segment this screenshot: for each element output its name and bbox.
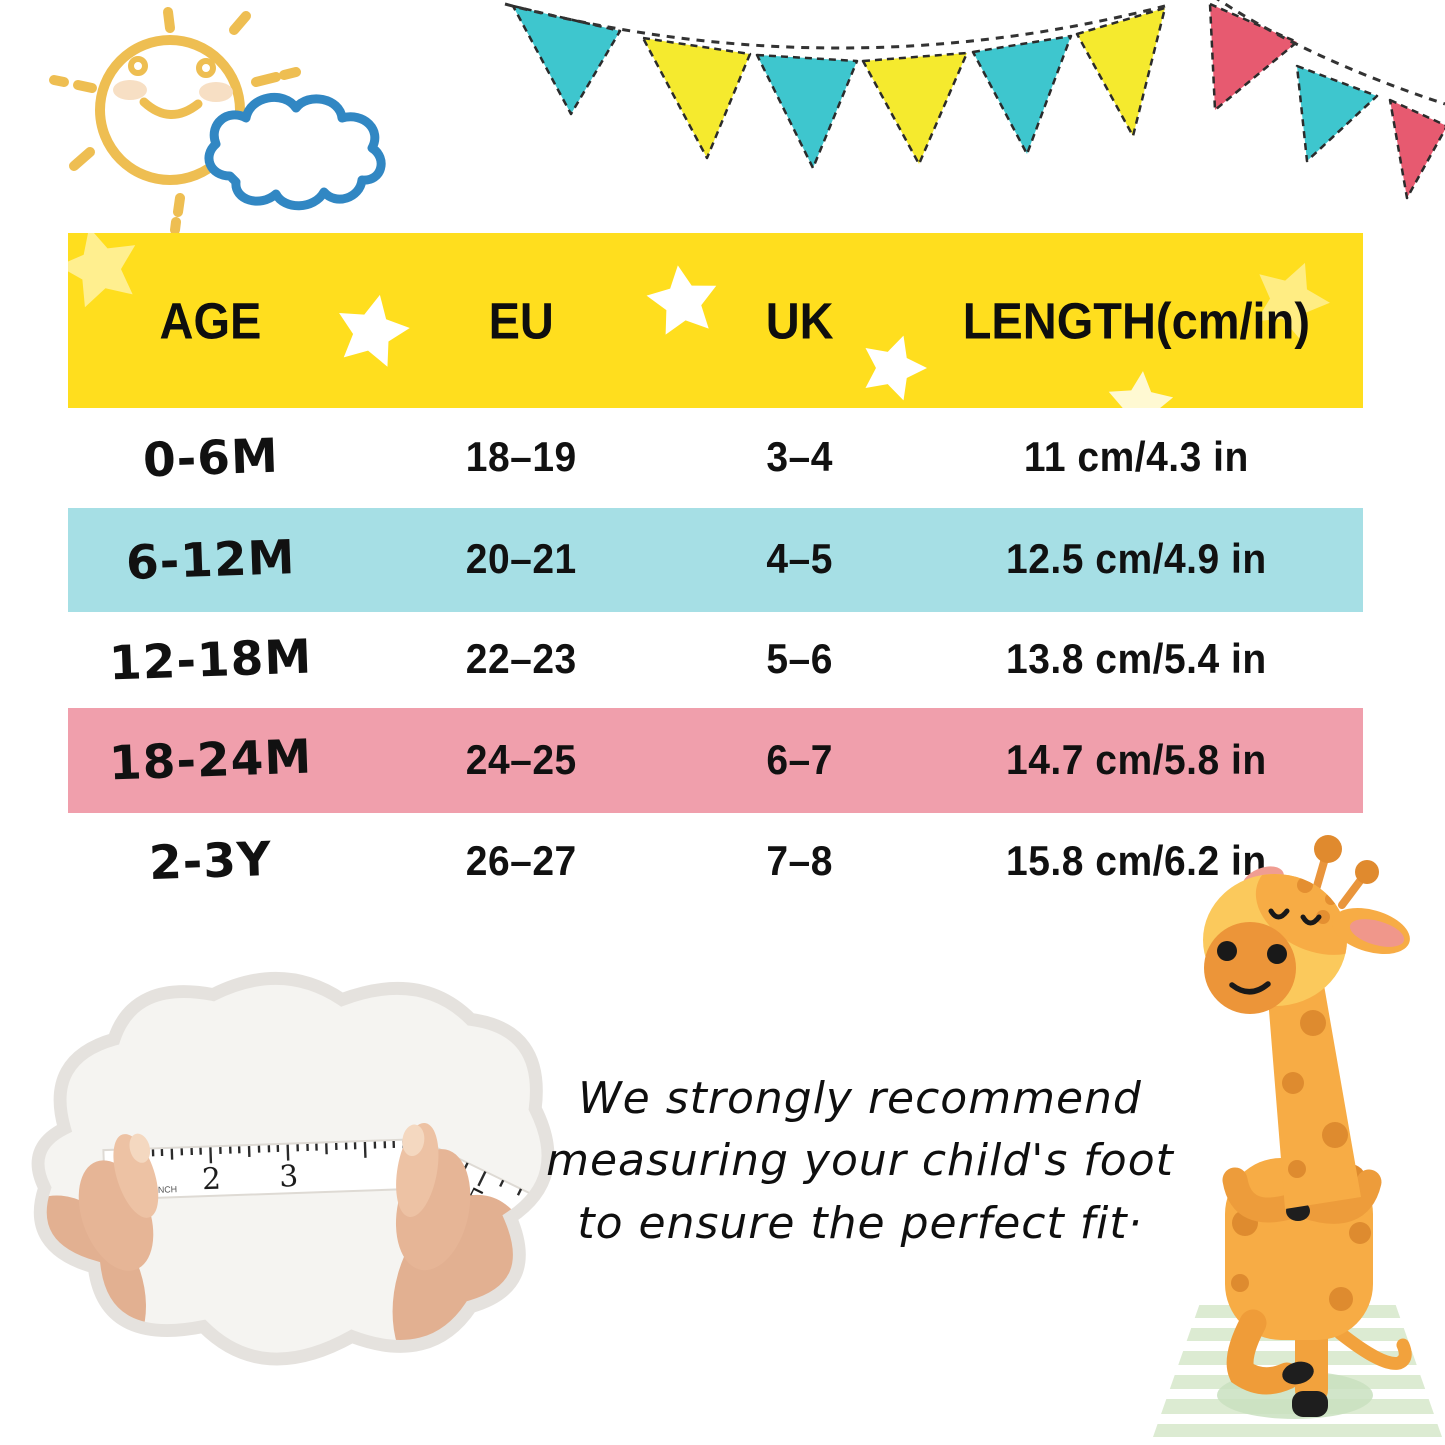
giraffe-hoof: [1292, 1391, 1328, 1417]
tape-unit-label: INCH: [155, 1184, 177, 1195]
star-icon: [339, 294, 410, 367]
giraffe-hoof: [1282, 1361, 1314, 1385]
giraffe-closed-eye: [1268, 908, 1290, 920]
flag-teal: [511, 4, 622, 116]
bunting-right: [1208, 0, 1445, 200]
cell-age: 12-18M: [107, 628, 313, 692]
note-line: to ensure the perfect fit·: [577, 1197, 1143, 1249]
bunting-left: [504, 0, 1167, 170]
cell-eu: 22–23: [465, 636, 577, 683]
table-row: 18-24M 24–25 6–7 14.7 cm/5.8 in: [68, 708, 1363, 813]
photo-blob-border: [31, 972, 555, 1366]
giraffe-bent-leg: [1226, 1309, 1301, 1395]
cloud-icon: [204, 93, 386, 211]
giraffe-neck-spots: [1282, 1010, 1348, 1178]
cell-eu: 20–21: [465, 536, 577, 583]
flag-yellow: [1075, 6, 1167, 138]
column-header-length: LENGTH(cm/in): [962, 291, 1310, 350]
note-line: measuring your child's foot: [546, 1135, 1174, 1187]
star-icon: [1108, 371, 1174, 408]
giraffe-arm: [1222, 1167, 1305, 1223]
cell-length: 13.8 cm/5.4 in: [1006, 636, 1267, 683]
column-header-uk: UK: [765, 291, 834, 350]
table-row: 0-6M 18–19 3–4 11 cm/4.3 in: [68, 408, 1363, 508]
star-decorations: [68, 233, 1330, 408]
flag-pink: [1208, 2, 1299, 112]
column-header-eu: EU: [488, 291, 554, 350]
table-row: 2-3Y 26–27 7–8 15.8 cm/6.2 in: [68, 813, 1363, 910]
sun-cheek: [199, 82, 233, 102]
table-header-row: AGE EU UK LENGTH(cm/in): [68, 233, 1363, 408]
giraffe-closed-eye: [1300, 914, 1322, 926]
flag-pink: [1388, 98, 1445, 200]
giraffe-icon: [1153, 835, 1442, 1437]
star-icon: [865, 335, 927, 401]
flag-yellow: [861, 51, 969, 166]
giraffe-ossicone: [1338, 873, 1367, 909]
cell-uk: 7–8: [766, 837, 833, 885]
tape-number: 3: [279, 1159, 299, 1195]
table-row: 12-18M 22–23 5–6 13.8 cm/5.4 in: [68, 612, 1363, 708]
cell-length: 11 cm/4.3 in: [1023, 434, 1249, 481]
giraffe-arm: [1293, 1169, 1382, 1224]
giraffe-tail: [1333, 1326, 1412, 1370]
note-line: We strongly recommend: [578, 1073, 1142, 1124]
cell-age: 6-12M: [124, 529, 297, 591]
star-icon: [1256, 262, 1330, 339]
column-header-age: AGE: [159, 291, 262, 350]
cell-uk: 4–5: [766, 536, 833, 583]
flag-yellow: [641, 36, 752, 160]
giraffe-smile: [1229, 981, 1271, 995]
cell-uk: 5–6: [766, 636, 833, 683]
cell-eu: 24–25: [465, 736, 577, 784]
measuring-tape-photo: 1 2 3 INCH 5: [31, 972, 555, 1366]
tape-number: 2: [201, 1162, 221, 1198]
table-row: 6-12M 20–21 4–5 12.5 cm/4.9 in: [68, 508, 1363, 612]
flag-teal: [971, 34, 1073, 156]
star-icon: [646, 265, 717, 335]
cell-length: 14.7 cm/5.8 in: [1006, 736, 1267, 784]
sizing-note: We strongly recommend measuring your chi…: [480, 1068, 1240, 1255]
cell-uk: 6–7: [766, 736, 833, 784]
giraffe-head: [1203, 874, 1410, 1014]
flag-teal: [1295, 64, 1379, 163]
cell-length: 15.8 cm/6.2 in: [1006, 837, 1267, 885]
flag-teal: [755, 53, 859, 170]
cell-eu: 26–27: [465, 837, 577, 885]
cell-length: 12.5 cm/4.9 in: [1006, 536, 1267, 583]
cell-eu: 18–19: [465, 434, 577, 481]
star-icon: [68, 233, 136, 308]
size-chart-table: AGE EU UK LENGTH(cm/in) 0-6M 18–19 3–4 1…: [68, 233, 1363, 910]
cell-age: 0-6M: [141, 428, 280, 488]
cell-age: 2-3Y: [148, 831, 273, 892]
cell-uk: 3–4: [766, 434, 833, 481]
sun-cheek: [113, 80, 147, 100]
cell-age: 18-24M: [107, 729, 313, 792]
giraffe-muzzle: [1204, 922, 1296, 1014]
